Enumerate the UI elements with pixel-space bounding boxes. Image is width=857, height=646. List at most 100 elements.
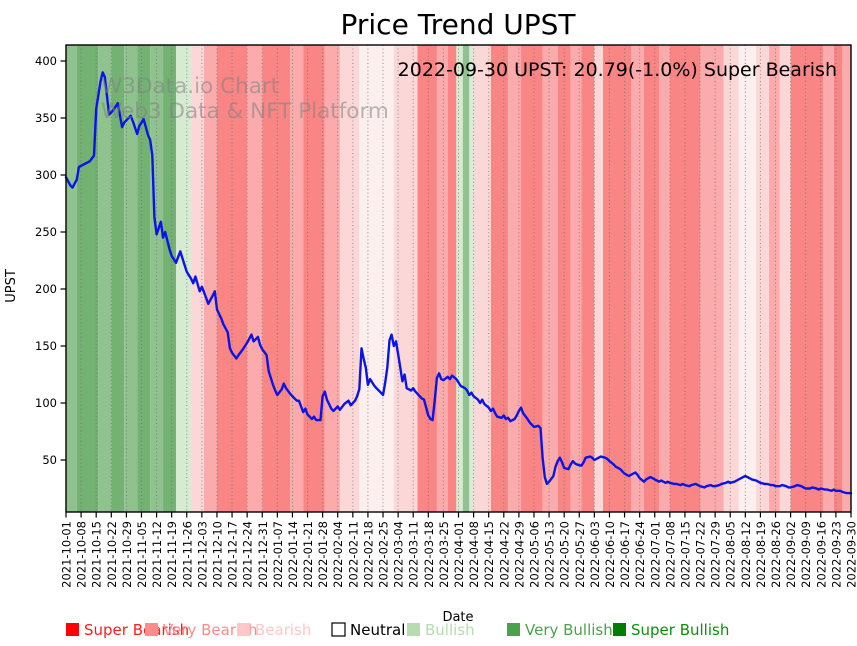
x-tick-label: 2022-04-22: [497, 521, 511, 588]
price-line-upst: [64, 71, 853, 495]
axis-ticks-layer: 2021-10-01 2021-10-08 2021-10-15 2021-10-22…: [35, 54, 857, 588]
sentiment-band-bearish: [723, 45, 739, 512]
chart-title: Price Trend UPST: [341, 8, 577, 41]
y-tick-label: 200: [35, 282, 57, 296]
x-tick-label: 2021-11-26: [180, 521, 194, 588]
sentiment-band-super-bearish: [521, 45, 543, 512]
sentiment-band-super-bearish: [833, 45, 843, 512]
sentiment-band-very-bullish: [98, 45, 112, 512]
sentiment-band-bearish: [393, 45, 418, 512]
sentiment-band-very-bearish: [700, 45, 724, 512]
x-tick-label: 2021-10-08: [75, 521, 89, 588]
x-tick-label: 2021-12-31: [256, 521, 270, 588]
y-tick-label: 300: [35, 168, 57, 182]
legend-label: Neutral: [350, 621, 405, 639]
legend-label: Bullish: [425, 621, 475, 639]
x-tick-label: 2022-06-10: [603, 521, 617, 588]
legend-item-neutral: Neutral: [331, 621, 405, 639]
legend-swatch: [145, 623, 158, 636]
x-tick-label: 2022-02-11: [346, 521, 360, 588]
x-tick-label: 2022-07-29: [709, 521, 723, 588]
sentiment-band-bearish: [191, 45, 205, 512]
x-axis-label: Date: [442, 610, 473, 625]
sentiment-band-bearish: [756, 45, 770, 512]
sentiment-band-bearish: [339, 45, 360, 512]
x-tick-label: 2022-05-13: [543, 521, 557, 588]
sentiment-band-super-bearish: [303, 45, 325, 512]
sentiment-band-very-bearish: [508, 45, 522, 512]
x-tick-label: 2021-10-29: [120, 521, 134, 588]
x-tick-label: 2022-07-08: [663, 521, 677, 588]
x-tick-label: 2022-04-01: [452, 521, 466, 588]
x-tick-label: 2022-06-17: [618, 521, 632, 588]
x-tick-label: 2022-03-11: [407, 521, 421, 588]
x-tick-label: 2022-04-15: [482, 521, 496, 588]
sentiment-band-super-bearish: [557, 45, 571, 512]
legend-label: Super Bearish: [84, 621, 189, 639]
y-tick-label: 400: [35, 54, 57, 68]
watermark-line-2: Web3 Data & NFT Platform: [101, 99, 389, 124]
watermark-line-1: W3Data.io Chart: [101, 74, 279, 99]
sentiment-band-very-bearish: [290, 45, 304, 512]
x-tick-label: 2022-03-04: [392, 521, 406, 588]
sentiment-band-super-bearish: [581, 45, 595, 512]
price-line-layer: [64, 71, 853, 495]
sentiment-band-bearish: [594, 45, 603, 512]
x-tick-label: 2022-08-19: [754, 521, 768, 588]
x-tick-label: 2022-07-01: [648, 521, 662, 588]
y-axis-label: UPST: [4, 269, 19, 303]
sentiment-band-bullish: [456, 45, 463, 512]
sentiment-band-super-bullish: [137, 45, 151, 512]
x-tick-label: 2022-06-03: [588, 521, 602, 588]
y-tick-label: 350: [35, 111, 57, 125]
x-tick-label: 2021-12-24: [241, 521, 255, 588]
sentiment-band-super-bullish: [163, 45, 176, 512]
x-tick-label: 2022-05-06: [527, 521, 541, 588]
legend-item-bullish: Bullish: [407, 621, 475, 639]
sentiment-band-very-bearish: [204, 45, 217, 512]
y-tick-label: 250: [35, 225, 57, 239]
x-tick-label: 2022-01-07: [271, 521, 285, 588]
sentiment-band-very-bearish: [822, 45, 834, 512]
x-tick-label: 2022-09-30: [845, 521, 857, 588]
sentiment-band-very-bearish: [631, 45, 644, 512]
sentiment-band-bullish: [175, 45, 192, 512]
x-tick-label: 2021-10-15: [90, 521, 104, 588]
x-tick-label: 2022-03-18: [422, 521, 436, 588]
x-tick-label: 2022-06-24: [633, 521, 647, 588]
legend-label: Very Bearish: [163, 621, 258, 639]
x-tick-label: 2022-03-25: [437, 521, 451, 588]
sentiment-band-super-bearish: [447, 45, 457, 512]
sentiment-band-bearish: [779, 45, 791, 512]
sentiment-band-neutral: [738, 45, 757, 512]
y-tick-label: 50: [42, 453, 57, 467]
x-tick-label: 2022-08-05: [724, 521, 738, 588]
sentiment-band-super-bearish: [643, 45, 660, 512]
x-tick-label: 2021-12-03: [195, 521, 209, 588]
latest-value-annotation: 2022-09-30 UPST: 20.79(-1.0%) Super Bear…: [398, 59, 837, 81]
x-tick-label: 2022-04-29: [512, 521, 526, 588]
sentiment-band-very-bearish: [842, 45, 851, 512]
legend-swatch: [507, 623, 520, 636]
x-tick-label: 2022-01-28: [316, 521, 330, 588]
x-tick-label: 2021-11-19: [165, 521, 179, 588]
x-tick-label: 2022-04-08: [467, 521, 481, 588]
sentiment-band-neutral: [359, 45, 394, 512]
x-tick-label: 2022-05-20: [558, 521, 572, 588]
sentiment-band-very-bearish: [570, 45, 582, 512]
x-tick-label: 2022-09-02: [784, 521, 798, 588]
legend-item-bearish: Bearish: [237, 621, 311, 639]
x-tick-label: 2021-10-22: [105, 521, 119, 588]
x-tick-label: 2022-08-26: [769, 521, 783, 588]
x-tick-label: 2022-08-12: [739, 521, 753, 588]
sentiment-band-super-bearish: [602, 45, 632, 512]
x-tick-label: 2021-12-10: [210, 521, 224, 588]
x-tick-label: 2022-02-18: [361, 521, 375, 588]
legend-label: Super Bullish: [631, 621, 729, 639]
gridlines-layer: [65, 45, 852, 512]
sentiment-band-very-bullish: [124, 45, 138, 512]
legend-item-super-bullish: Super Bullish: [613, 621, 729, 639]
sentiment-band-very-bearish: [247, 45, 263, 512]
sentiment-band-bullish: [469, 45, 474, 512]
